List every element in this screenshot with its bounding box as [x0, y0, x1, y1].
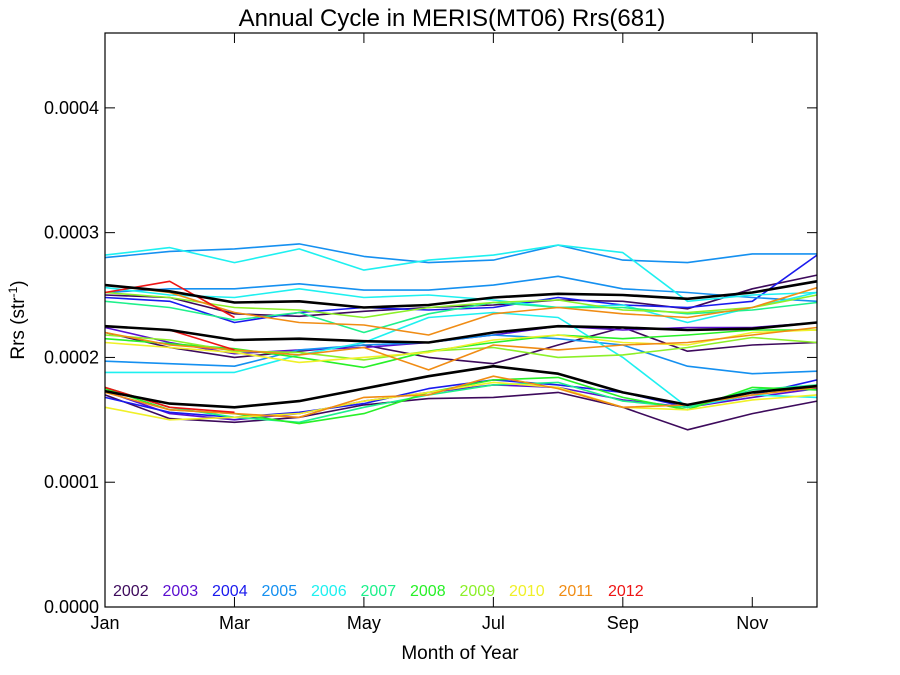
legend-entry-2006: 2006 [311, 583, 347, 600]
series-line-14 [104, 381, 818, 424]
plot-frame [104, 32, 818, 608]
legend-entry-2008: 2008 [410, 583, 446, 600]
y-axis-label-text: Rrs (str [8, 297, 29, 360]
y-tick-label-3: 0.0002 [44, 347, 99, 367]
series-line-24 [104, 326, 818, 371]
series-line-21 [104, 329, 818, 364]
legend-entry-2002: 2002 [113, 583, 149, 600]
series-line-25 [104, 280, 235, 319]
y-axis-label: Rrs (str-1) [6, 280, 29, 359]
series-layer [104, 243, 818, 431]
tick-layer: 0.0000 0.0001 0.0002 0.0003 0.0004 Jan Mar May J… [44, 33, 817, 633]
legend-entry-2007: 2007 [361, 583, 397, 600]
y-tick-label-5: 0.0004 [44, 98, 99, 118]
series-line-12 [104, 286, 818, 324]
legend-entry-2011: 2011 [559, 583, 594, 600]
x-tick-label-5: Sep [607, 613, 639, 633]
y-axis-label-superscript: -1 [6, 286, 20, 297]
chart-title: Annual Cycle in MERIS(MT06) Rrs(681) [239, 5, 666, 32]
series-line-29 [104, 321, 818, 344]
x-tick-label-1: Jan [90, 613, 119, 633]
series-line-15 [104, 300, 818, 334]
y-tick-label-2: 0.0001 [44, 472, 99, 492]
y-tick-label-4: 0.0003 [44, 223, 99, 243]
x-axis-label: Month of Year [401, 643, 519, 664]
series-line-28 [104, 280, 818, 309]
legend-entry-2012: 2012 [608, 583, 644, 600]
series-line-27 [104, 386, 235, 414]
series-line-20 [104, 381, 818, 421]
series-line-9 [104, 275, 818, 303]
series-line-23 [104, 284, 818, 336]
x-tick-label-3: May [347, 613, 381, 633]
series-line-11 [104, 244, 818, 303]
x-tick-label-2: Mar [219, 613, 250, 633]
legend-entry-2010: 2010 [509, 583, 545, 600]
legend-entry-2009: 2009 [460, 583, 496, 600]
legend-entry-2004: 2004 [212, 583, 248, 600]
series-line-1 [104, 391, 818, 431]
x-tick-label-6: Nov [736, 613, 768, 633]
y-axis-label-end: ) [8, 280, 29, 286]
series-line-30 [104, 364, 818, 409]
y-tick-label-1: 0.0000 [44, 597, 99, 617]
legend: 2002 2003 2004 2005 2006 2007 2008 2009 2010 2011… [113, 583, 644, 600]
series-line-8 [104, 243, 817, 264]
legend-entry-2003: 2003 [163, 583, 199, 600]
legend-entry-2005: 2005 [262, 583, 298, 600]
series-line-19 [104, 291, 818, 319]
x-tick-label-4: Jul [482, 613, 505, 633]
series-line-2 [104, 326, 818, 365]
